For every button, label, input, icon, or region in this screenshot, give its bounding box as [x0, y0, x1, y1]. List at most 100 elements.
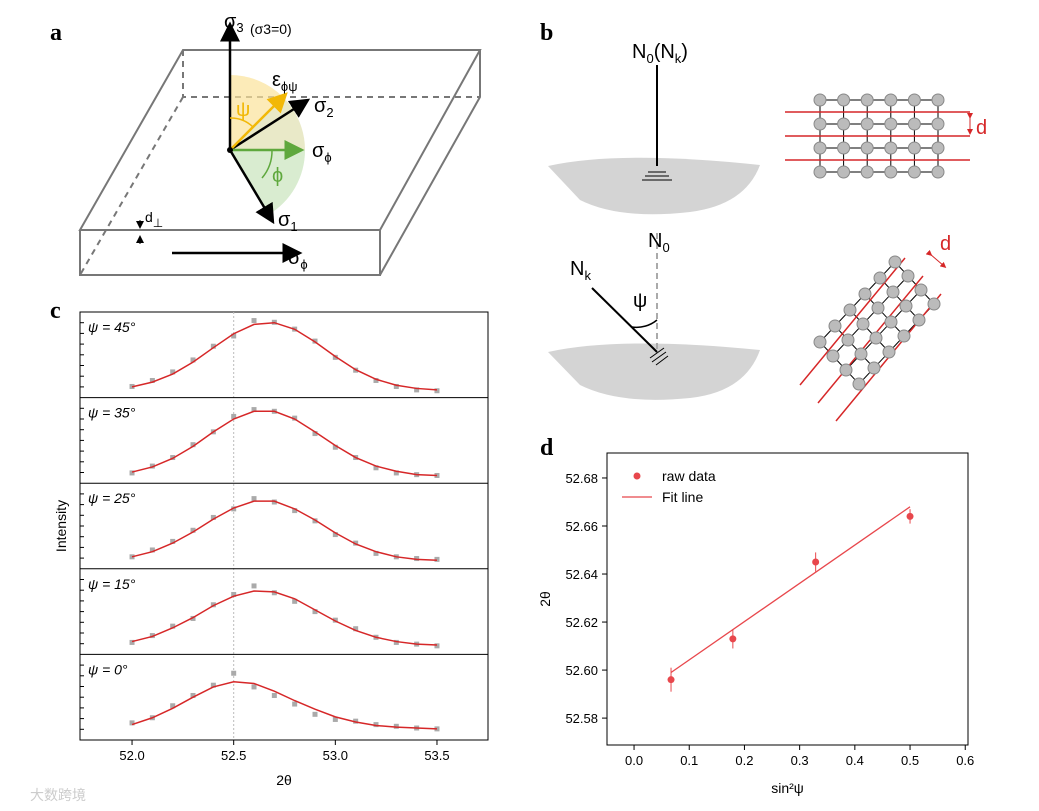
raw-point	[210, 602, 216, 608]
x-tick-label: 52.5	[221, 748, 246, 763]
raw-point	[292, 508, 298, 514]
x-tick-label: 0.3	[791, 753, 809, 768]
raw-point	[332, 532, 338, 538]
label: σϕ	[312, 140, 332, 165]
atom	[843, 303, 857, 317]
panel-label: c	[50, 298, 61, 324]
bond	[834, 325, 875, 369]
label: N0	[648, 230, 670, 255]
fit-curve	[131, 590, 438, 646]
label: d⊥	[145, 209, 163, 230]
atom	[813, 165, 827, 179]
fit-curve	[131, 500, 438, 561]
atom	[886, 285, 900, 299]
raw-point	[414, 556, 420, 562]
atom	[931, 141, 945, 155]
data-point	[906, 512, 914, 520]
raw-point	[129, 720, 135, 726]
atom	[897, 329, 911, 343]
raw-point	[251, 496, 257, 502]
raw-point	[170, 538, 176, 544]
raw-point	[393, 470, 399, 476]
bond	[879, 277, 920, 321]
raw-point	[231, 506, 237, 512]
data-point	[812, 558, 820, 566]
x-tick-label: 0.4	[846, 753, 864, 768]
raw-point	[414, 387, 420, 393]
raw-point	[149, 633, 155, 639]
bond	[894, 261, 935, 305]
y-tick-label: 52.68	[565, 471, 598, 486]
bond	[819, 341, 860, 385]
raw-point	[332, 444, 338, 450]
panel-name: ψ = 15°	[88, 576, 136, 592]
legend-marker	[633, 472, 641, 480]
atom	[901, 269, 915, 283]
x-tick-label: 0.1	[680, 753, 698, 768]
normals	[591, 65, 672, 366]
raw-point	[373, 465, 379, 471]
watermark: 大数跨境	[30, 787, 86, 803]
raw-point	[271, 499, 277, 505]
atom	[860, 117, 874, 131]
data-point	[667, 676, 675, 684]
data-point	[729, 635, 737, 643]
atom	[854, 347, 868, 361]
raw-point	[210, 514, 216, 520]
raw-point	[271, 590, 277, 596]
atom	[873, 271, 887, 285]
atom	[860, 93, 874, 107]
atom	[813, 141, 827, 155]
diagram-a	[78, 49, 482, 276]
atom	[858, 287, 872, 301]
raw-point	[190, 442, 196, 448]
atom	[869, 331, 883, 345]
x-tick-label: 52.0	[119, 748, 144, 763]
atom	[871, 301, 885, 315]
atom	[907, 93, 921, 107]
atom	[927, 297, 941, 311]
y-tick-label: 52.62	[565, 615, 598, 630]
fit-line	[670, 506, 911, 674]
legend-label: Fit line	[662, 489, 703, 505]
panel-name: ψ = 35°	[88, 405, 136, 421]
label: σ2	[314, 95, 334, 120]
raw-point	[292, 701, 298, 707]
panel-label: a	[50, 20, 62, 46]
x-tick-label: 0.0	[625, 753, 643, 768]
y-axis-label: 2θ	[537, 591, 553, 607]
panel-name: ψ = 0°	[88, 661, 128, 677]
raw-point	[149, 377, 155, 383]
raw-point	[312, 431, 318, 437]
x-axis-label: 2θ	[276, 772, 292, 788]
raw-point	[312, 609, 318, 615]
fit-curve	[131, 410, 438, 477]
origin	[227, 147, 233, 153]
panel-label: b	[540, 20, 553, 46]
fit-curve	[131, 681, 438, 730]
atom	[826, 349, 840, 363]
y-tick-label: 52.58	[565, 711, 598, 726]
atom	[867, 361, 881, 375]
raw-point	[434, 556, 440, 562]
raw-point	[170, 703, 176, 709]
raw-point	[231, 670, 237, 676]
y-axis-label: Intensity	[53, 500, 69, 552]
atom	[841, 333, 855, 347]
raw-point	[353, 718, 359, 724]
atom	[839, 363, 853, 377]
raw-point	[149, 463, 155, 469]
raw-point	[373, 550, 379, 556]
atom	[931, 93, 945, 107]
atom	[931, 117, 945, 131]
plot-frame	[79, 311, 489, 741]
fit-curve	[131, 321, 438, 391]
x-tick-label: 53.0	[323, 748, 348, 763]
panel-label: d	[540, 435, 554, 461]
y-tick-label: 52.66	[565, 519, 598, 534]
label: d	[976, 117, 987, 139]
label: ψ	[633, 290, 647, 312]
raw-point	[149, 547, 155, 553]
atom	[860, 165, 874, 179]
